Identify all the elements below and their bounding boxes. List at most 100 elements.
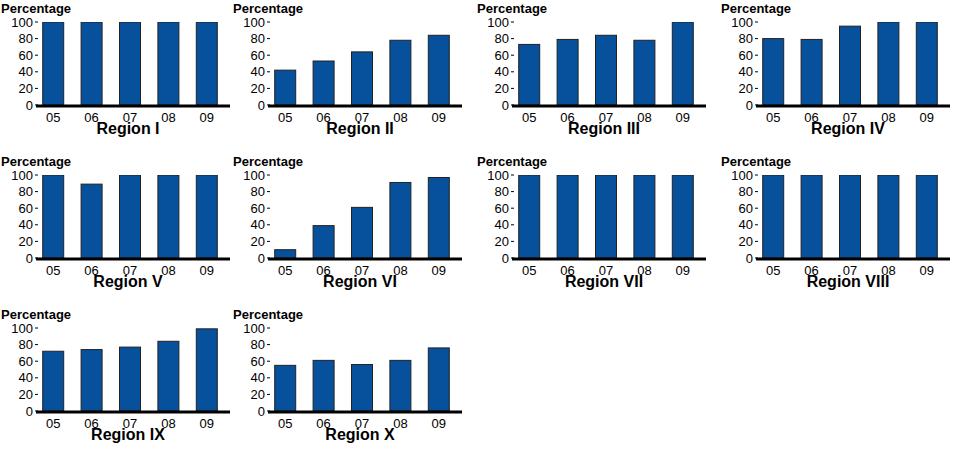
chart-grid: Percentage0204060801000506070809Region I… [0,0,960,452]
bar [916,22,937,105]
y-tick-label: 80 [19,337,33,352]
x-tick-label: 05 [278,110,292,125]
y-tick-label: 20 [739,234,753,249]
y-tick-label: 20 [251,234,265,249]
y-tick [35,38,38,39]
y-tick-label: 80 [251,184,265,199]
panel-title: Region III [568,120,640,137]
x-tick-label: 08 [393,416,407,431]
x-tick-label: 05 [46,263,60,278]
y-tick [267,208,270,209]
y-tick [755,175,758,176]
y-tick-label: 60 [19,201,33,216]
panel-title: Region V [93,273,163,290]
x-tick-label: 05 [46,416,60,431]
y-tick-label: 60 [739,201,753,216]
bar [120,347,141,411]
y-tick [511,88,514,89]
x-tick-label: 05 [278,416,292,431]
bar [428,35,449,105]
y-tick [267,394,270,395]
y-tick [35,71,38,72]
bar [352,207,373,258]
x-tick-label: 09 [920,263,934,278]
y-tick [267,328,270,329]
y-tick-label: 40 [495,217,509,232]
panel: Percentage0204060801000506070809Region V… [721,154,950,290]
y-tick [35,55,38,56]
y-tick-label: 100 [243,168,265,183]
y-tick-label: 80 [495,184,509,199]
y-tick-label: 100 [11,15,33,30]
x-axis [36,411,230,414]
y-tick-label: 60 [251,201,265,216]
y-tick-label: 40 [251,370,265,385]
y-tick-label: 80 [495,31,509,46]
y-tick [511,71,514,72]
y-tick [267,377,270,378]
y-tick-label: 0 [26,251,33,266]
y-tick [511,224,514,225]
y-tick-label: 0 [258,251,265,266]
bar [557,175,578,258]
bar [428,177,449,258]
bar [81,184,102,258]
y-tick-label: 0 [746,251,753,266]
bar [352,52,373,105]
y-tick [35,175,38,176]
y-tick [267,361,270,362]
panel-title: Region II [326,120,394,137]
bar [120,22,141,105]
y-tick-label: 100 [11,321,33,336]
bar [878,175,899,258]
panel: Percentage0204060801000506070809Region V [1,154,230,290]
y-tick [35,241,38,242]
y-tick [267,344,270,345]
x-tick-label: 09 [676,110,690,125]
y-tick-label: 80 [739,31,753,46]
panel: Percentage0204060801000506070809Region V… [233,154,462,290]
x-axis [512,258,706,261]
y-tick-label: 0 [26,98,33,113]
x-axis [268,258,462,261]
y-tick-label: 60 [251,48,265,63]
x-tick-label: 09 [432,110,446,125]
bar [81,350,102,411]
y-tick [511,55,514,56]
y-tick [511,241,514,242]
y-tick-label: 40 [19,64,33,79]
bar [313,360,334,411]
panel: Percentage0204060801000506070809Region X [233,307,462,443]
panel-title: Region VI [323,273,397,290]
bar [763,39,784,105]
y-tick-label: 80 [739,184,753,199]
x-tick-label: 09 [200,416,214,431]
panel: Percentage0204060801000506070809Region I… [721,1,950,137]
y-tick [35,208,38,209]
y-tick-label: 40 [19,370,33,385]
y-tick [35,328,38,329]
x-tick-label: 09 [920,110,934,125]
y-tick-label: 100 [731,15,753,30]
y-tick [267,224,270,225]
x-axis [36,258,230,261]
bars [275,177,450,258]
y-tick [267,71,270,72]
y-tick [755,88,758,89]
bar [390,40,411,105]
y-tick-label: 40 [739,64,753,79]
bar [275,365,296,411]
panel-title: Region IV [811,120,885,137]
bar [519,44,540,105]
y-tick [511,22,514,23]
bars [763,175,938,258]
bar [120,175,141,258]
x-tick-label: 09 [432,416,446,431]
y-tick-label: 20 [495,234,509,249]
bar [634,175,655,258]
panel: Percentage0204060801000506070809Region I… [477,1,706,137]
y-tick-label: 60 [19,354,33,369]
y-tick [755,208,758,209]
bar [519,175,540,258]
y-tick-label: 20 [739,81,753,96]
